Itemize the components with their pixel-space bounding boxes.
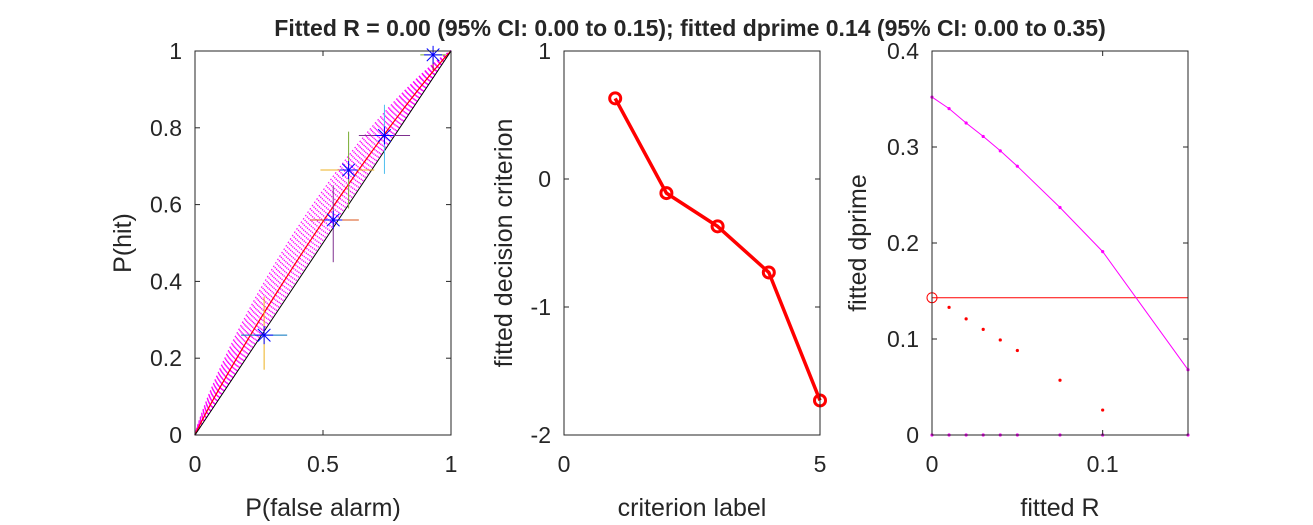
upper-ci-point	[999, 149, 1002, 152]
fit-dprime-point	[947, 306, 950, 309]
roc-xtick-label: 0	[189, 451, 202, 477]
roc-ytick-label: 0.2	[150, 345, 182, 371]
r-dprime-ytick-label: 0.1	[887, 326, 919, 352]
fit-dprime-point	[982, 328, 985, 331]
roc-xtick-label: 1	[445, 451, 458, 477]
r-dprime-xtick-label: 0	[926, 451, 939, 477]
criterion-ytick-label: 0	[538, 166, 551, 192]
r-dprime-xlabel: fitted R	[1020, 494, 1099, 522]
roc-ylabel: P(hit)	[109, 213, 137, 273]
r-dprime-ylabel: fitted dprime	[844, 174, 872, 312]
roc-ytick-label: 0.4	[150, 268, 182, 294]
r-dprime-ytick-label: 0.2	[887, 230, 919, 256]
figure-title: Fitted R = 0.00 (95% CI: 0.00 to 0.15); …	[274, 15, 1105, 41]
fit-dprime-point	[1101, 408, 1104, 411]
criterion-ylabel: fitted decision criterion	[490, 119, 518, 368]
criterion-xtick-label: 5	[814, 451, 827, 477]
r-dprime-ytick-label: 0.3	[887, 134, 919, 160]
criterion-xlabel: criterion label	[618, 494, 767, 522]
upper-ci-point	[1101, 250, 1104, 253]
r-dprime-ytick-label: 0.4	[887, 38, 919, 64]
roc-ytick-label: 1	[169, 38, 182, 64]
r-dprime-xtick-label: 0.1	[1087, 451, 1119, 477]
upper-ci-point	[1058, 206, 1061, 209]
criterion-ytick-label: 1	[538, 38, 551, 64]
fit-dprime-point	[1058, 379, 1061, 382]
upper-ci-point	[947, 107, 950, 110]
fit-dprime-point	[999, 338, 1002, 341]
upper-ci-point	[982, 135, 985, 138]
roc-ytick-label: 0.6	[150, 192, 182, 218]
upper-ci-point	[965, 121, 968, 124]
fit-dprime-point	[1016, 349, 1019, 352]
criterion-ytick-label: -2	[531, 422, 551, 448]
criterion-ytick-label: -1	[531, 294, 551, 320]
roc-ytick-label: 0	[169, 422, 182, 448]
upper-ci-point	[1016, 165, 1019, 168]
roc-ytick-label: 0.8	[150, 115, 182, 141]
roc-xlabel: P(false alarm)	[245, 494, 401, 522]
r-dprime-ytick-label: 0	[906, 422, 919, 448]
fit-dprime-point	[965, 317, 968, 320]
roc-xtick-label: 0.5	[307, 451, 339, 477]
criterion-xtick-label: 0	[558, 451, 571, 477]
